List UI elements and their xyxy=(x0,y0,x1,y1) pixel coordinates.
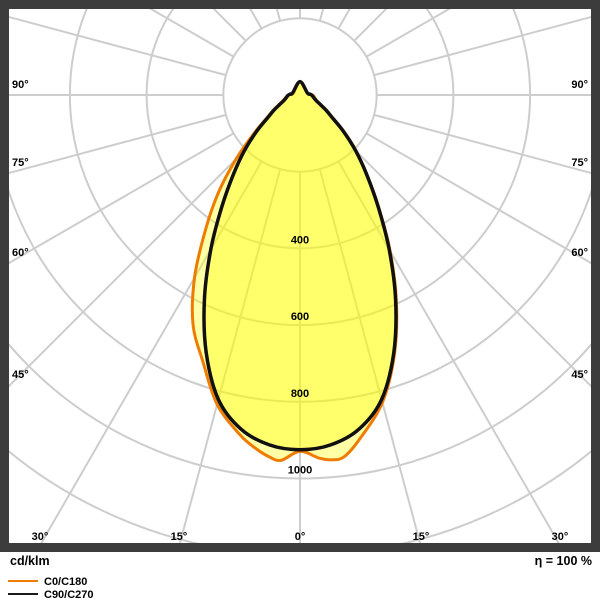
grid-ray xyxy=(373,113,591,175)
legend-label-c0-c180: C0/C180 xyxy=(44,576,87,588)
units-label: cd/klm xyxy=(10,554,50,568)
angle-label-left: 60° xyxy=(12,247,29,259)
angle-label-left: 45° xyxy=(12,369,29,381)
legend: cd/klm η = 100 % C0/C180 C90/C270 xyxy=(8,554,592,600)
intensity-curves xyxy=(190,79,399,463)
angle-label-bottom: 15° xyxy=(171,531,188,543)
grid-ray xyxy=(318,168,422,543)
angle-label-bottom: 0° xyxy=(295,531,306,543)
angle-label-left: 75° xyxy=(12,157,29,169)
efficiency-label: η = 100 % xyxy=(535,554,592,568)
grid-ray xyxy=(9,113,227,175)
radial-label: 600 xyxy=(291,311,309,323)
angle-label-right: 90° xyxy=(571,79,588,91)
radial-label: 800 xyxy=(291,388,309,400)
grid-ray xyxy=(40,160,263,543)
angle-label-right: 45° xyxy=(571,369,588,381)
plot-frame xyxy=(0,0,600,552)
grid-ray xyxy=(353,148,591,388)
grid-ray xyxy=(9,15,227,77)
grid-ray xyxy=(373,15,591,77)
angle-label-bottom: 15° xyxy=(413,531,430,543)
angle-label-left: 90° xyxy=(12,79,29,91)
grid-ray xyxy=(178,168,282,543)
curve-c90-c270 xyxy=(202,79,398,452)
grid-ray xyxy=(9,148,247,388)
angle-label-right: 75° xyxy=(571,157,588,169)
grid-ray xyxy=(9,132,235,265)
radial-label: 400 xyxy=(291,234,309,246)
chart-labels: 90° 90° 75° 75° 60° 60° 45° 45° 30° 15° 0° 15° 30° 40… xyxy=(12,79,588,543)
grid-ray xyxy=(337,160,560,543)
angle-label-bottom: 30° xyxy=(32,531,49,543)
angle-label-right: 60° xyxy=(571,247,588,259)
legend-label-c90-c270: C90/C270 xyxy=(44,589,94,600)
angle-label-bottom: 30° xyxy=(552,531,569,543)
radial-label: 1000 xyxy=(288,465,312,477)
grid-ray xyxy=(365,132,591,265)
